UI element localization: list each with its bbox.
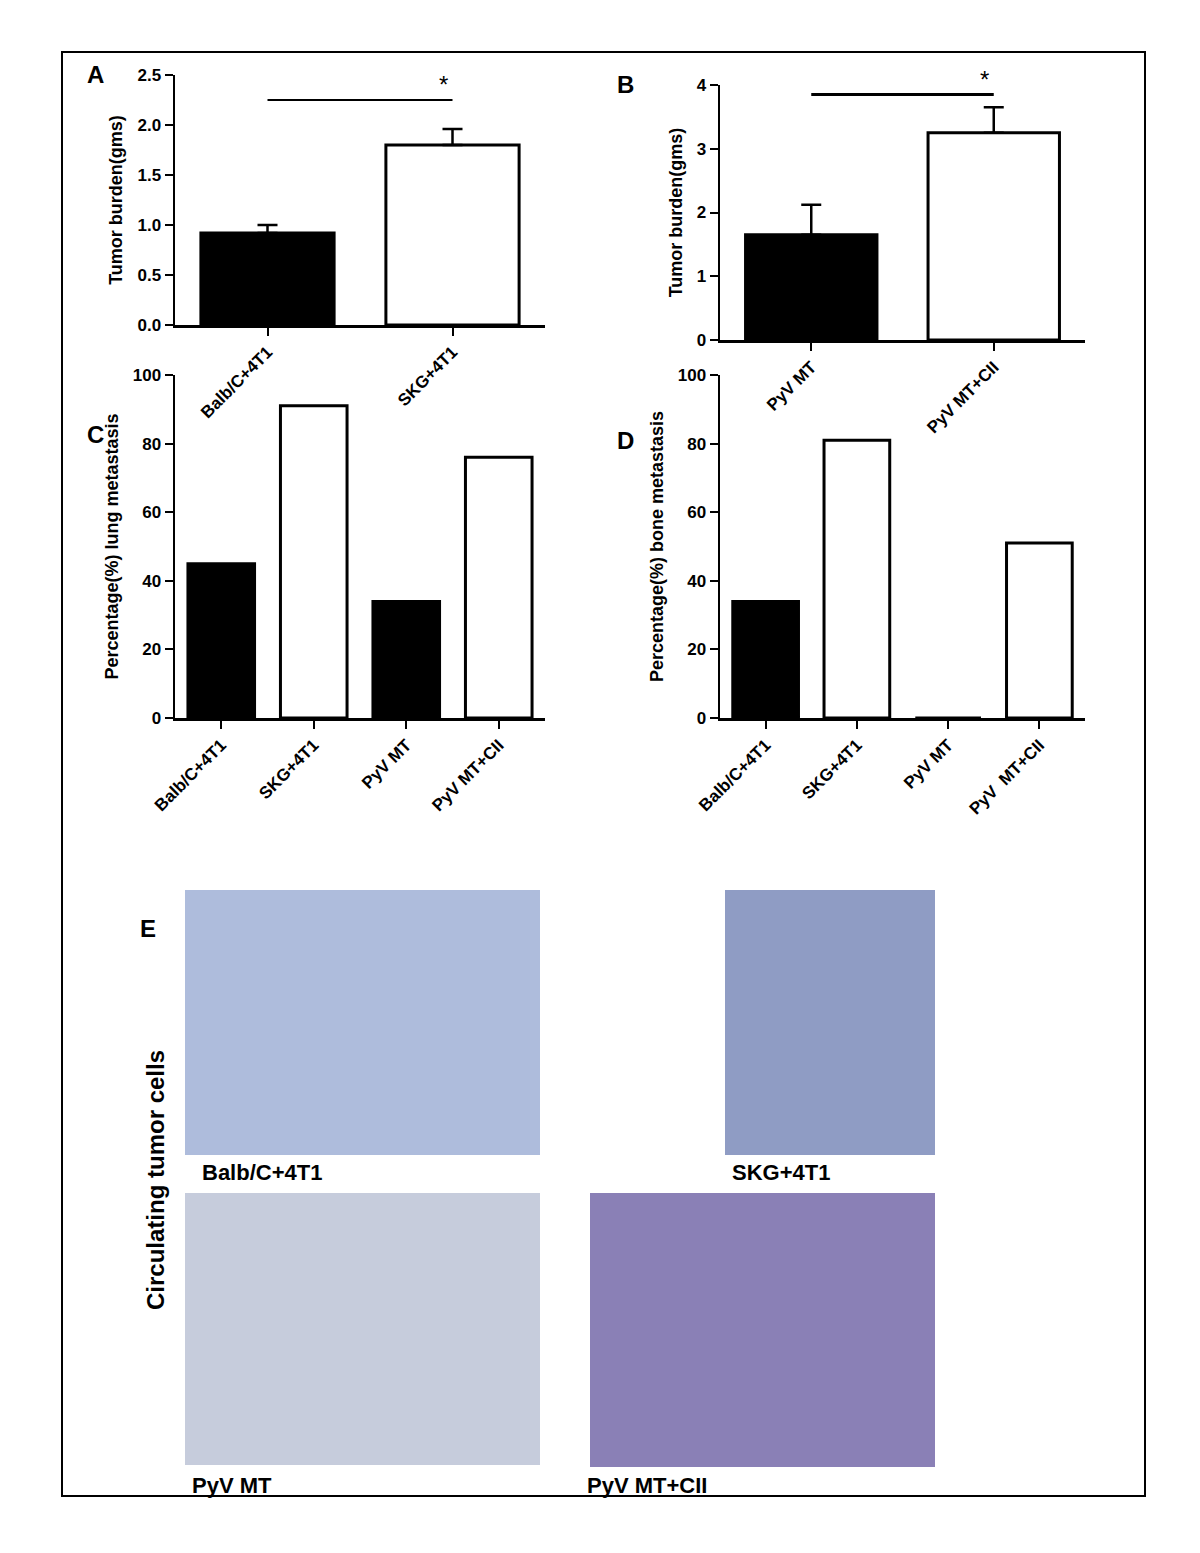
svg-text:PyV MT: PyV MT (358, 735, 415, 792)
svg-text:PyV MT: PyV MT (900, 735, 957, 792)
svg-text:0: 0 (697, 709, 706, 728)
svg-text:C: C (87, 421, 104, 448)
svg-text:60: 60 (687, 503, 706, 522)
svg-text:PyV MT+CII: PyV MT+CII (966, 736, 1049, 819)
svg-text:40: 40 (142, 572, 161, 591)
svg-text:0.5: 0.5 (137, 266, 161, 285)
svg-text:Balb/C+4T1: Balb/C+4T1 (197, 343, 276, 422)
svg-text:SKG+4T1: SKG+4T1 (732, 1160, 830, 1185)
svg-text:20: 20 (687, 640, 706, 659)
svg-text:Balb/C+4T1: Balb/C+4T1 (202, 1160, 322, 1185)
svg-text:PyV MT+CII: PyV MT+CII (428, 736, 507, 815)
svg-text:80: 80 (687, 435, 706, 454)
svg-text:2.0: 2.0 (137, 116, 161, 135)
svg-text:SKG+4T1: SKG+4T1 (798, 736, 865, 803)
svg-text:SKG+4T1: SKG+4T1 (394, 343, 461, 410)
svg-text:Percentage(%) bone metastasis: Percentage(%) bone metastasis (647, 411, 667, 682)
svg-text:Circulating tumor cells: Circulating tumor cells (142, 1050, 169, 1310)
svg-text:20: 20 (142, 640, 161, 659)
svg-text:0.0: 0.0 (137, 316, 161, 335)
svg-text:Tumor burden(gms): Tumor burden(gms) (106, 115, 126, 285)
svg-text:E: E (140, 915, 156, 942)
svg-text:PyV MT: PyV MT (192, 1473, 272, 1498)
svg-text:40: 40 (687, 572, 706, 591)
svg-text:PyV MT+CII: PyV MT+CII (923, 358, 1002, 437)
svg-text:B: B (617, 71, 634, 98)
svg-text:*: * (980, 66, 989, 93)
svg-text:Tumor burden(gms): Tumor burden(gms) (666, 128, 686, 298)
svg-text:A: A (87, 61, 104, 88)
svg-text:D: D (617, 427, 634, 454)
svg-text:60: 60 (142, 503, 161, 522)
svg-text:3: 3 (697, 140, 706, 159)
svg-text:100: 100 (133, 366, 161, 385)
svg-text:PyV MT: PyV MT (763, 357, 820, 414)
svg-text:PyV MT+CII: PyV MT+CII (587, 1473, 707, 1498)
svg-text:Percentage(%) lung metastasis: Percentage(%) lung metastasis (102, 413, 122, 679)
svg-text:Balb/C+4T1: Balb/C+4T1 (695, 736, 774, 815)
svg-text:2: 2 (697, 203, 706, 222)
svg-text:2.5: 2.5 (137, 66, 161, 85)
svg-text:1.0: 1.0 (137, 216, 161, 235)
svg-text:100: 100 (678, 366, 706, 385)
svg-text:Balb/C+4T1: Balb/C+4T1 (151, 736, 230, 815)
svg-text:80: 80 (142, 435, 161, 454)
svg-text:*: * (439, 71, 448, 98)
svg-text:4: 4 (697, 76, 707, 95)
svg-text:0: 0 (697, 331, 706, 350)
svg-text:SKG+4T1: SKG+4T1 (255, 736, 322, 803)
svg-text:1: 1 (697, 267, 706, 286)
svg-text:0: 0 (152, 709, 161, 728)
svg-text:1.5: 1.5 (137, 166, 161, 185)
